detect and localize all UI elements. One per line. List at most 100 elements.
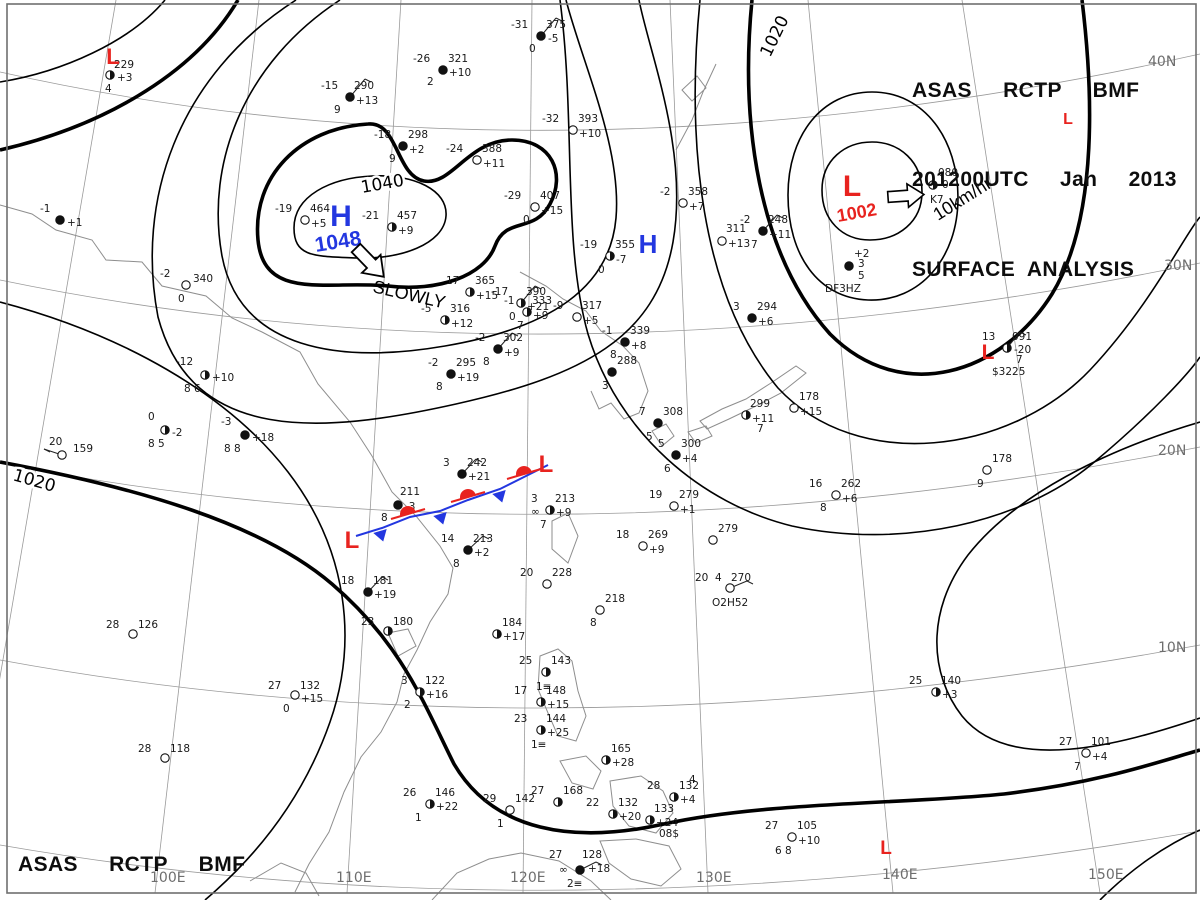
station-value: 144: [546, 713, 566, 725]
station-value: 316: [450, 303, 470, 315]
station-circle: [345, 92, 355, 102]
station-value: 27: [1059, 736, 1072, 748]
coast-taiwan: [551, 512, 579, 564]
station-value: -2: [475, 332, 485, 344]
map-frame: [6, 3, 1197, 894]
station-value: -21: [362, 210, 379, 222]
station-value: 2: [427, 76, 434, 88]
station-circle: [572, 312, 582, 322]
station-value: 8: [590, 617, 597, 629]
isobar: [151, 0, 678, 424]
station-circle: [446, 369, 456, 379]
station-circle-half: [388, 626, 393, 636]
parallel-line: [0, 446, 1200, 515]
longitude-label: 150E: [1088, 867, 1124, 883]
station-value: 7: [757, 423, 764, 435]
station-value: 262: [841, 478, 861, 490]
chart-title-top: ASAS RCTP BMF 201200UTC Jan 2013 SURFACE…: [912, 16, 1177, 344]
station-circle-half: [674, 792, 679, 802]
station-value: 5: [858, 270, 865, 282]
station-plot: 3 213 +9 ∞7: [531, 493, 575, 531]
station-value: 27: [549, 849, 562, 861]
isobar-value-label: 1020: [757, 13, 794, 61]
station-value: 248: [768, 214, 788, 226]
isobar: [217, 0, 618, 354]
station-circle: [671, 450, 681, 460]
station-value: 148: [546, 685, 566, 697]
station-plot: 29 142 1: [483, 793, 535, 830]
coastlines: [0, 63, 807, 900]
station-value: 0: [529, 43, 536, 55]
station-plot: -26 321 +10 2: [413, 53, 471, 88]
station-value: ∞: [559, 864, 568, 876]
station-value: +13: [728, 238, 750, 250]
station-circle-half: [392, 222, 397, 232]
station-value: 080: [938, 167, 958, 179]
station-plot: 0 -2 8 5: [148, 411, 182, 450]
low-pressure-mark: L: [982, 341, 995, 364]
station-circle-half: [497, 629, 502, 639]
station-plot: 13 091-207$3225: [982, 331, 1032, 378]
station-value: 4: [105, 83, 112, 95]
station-value: +20: [619, 811, 641, 823]
station-value: 7: [1016, 354, 1023, 366]
station-value: +5: [583, 315, 598, 327]
isobar-1040: [255, 122, 559, 290]
station-circle: [678, 198, 688, 208]
station-value: 7: [540, 519, 547, 531]
station-circle-half: [521, 298, 526, 308]
station-value: 17: [514, 685, 527, 697]
station-circle-half: [470, 287, 475, 297]
station-circle: [472, 155, 482, 165]
station-circle: [530, 202, 540, 212]
station-value: 339: [630, 325, 650, 337]
station-value: ∞: [531, 506, 540, 518]
station-value: -1: [504, 295, 514, 307]
station-plot: -15 290 +13 9: [321, 78, 378, 116]
longitude-label: 100E: [150, 870, 186, 886]
station-circle: [393, 500, 403, 510]
station-circle: [398, 141, 408, 151]
title-line-1: ASAS RCTP BMF: [18, 852, 246, 876]
station-circle: [1081, 748, 1091, 758]
station-circle-half: [420, 687, 425, 697]
station-value: +15: [800, 406, 822, 418]
station-plot: -32 393 +10: [542, 113, 601, 140]
station-value: -26: [413, 53, 430, 65]
station-value: 3: [443, 457, 450, 469]
station-plot: 279: [708, 523, 738, 545]
longitude-label: 140E: [882, 867, 918, 883]
cold-front-pip: [492, 489, 506, 503]
center-pressure-value: 1002: [835, 199, 878, 226]
cold-front-pip: [433, 511, 447, 525]
station-value: 390: [526, 286, 546, 298]
station-value: +15: [541, 205, 563, 217]
station-value: +17: [503, 631, 525, 643]
station-circle: [493, 344, 503, 354]
station-circle: [725, 583, 735, 593]
station-value: 8: [610, 349, 617, 361]
station-value: 365: [475, 275, 495, 287]
latitude-label: 20N: [1158, 443, 1186, 459]
station-value: 6: [664, 463, 671, 475]
station-value: 407: [540, 190, 560, 202]
station-circle: [708, 535, 718, 545]
station-value: 218: [605, 593, 625, 605]
station-value: 25: [909, 675, 922, 687]
station-value: 3: [733, 301, 740, 313]
station-plot: 7 308 5: [639, 406, 683, 443]
station-value: 18: [616, 529, 629, 541]
isobar: [0, 301, 346, 900]
station-value: 128: [582, 849, 602, 861]
station-value: 28: [647, 780, 660, 792]
station-value: 298: [408, 129, 428, 141]
station-value: -24: [446, 143, 463, 155]
station-circle: [300, 215, 310, 225]
station-plot: -19 355 -7 0: [580, 239, 635, 276]
station-value: -12: [176, 356, 193, 368]
station-value: 388: [482, 143, 502, 155]
station-value: 2: [404, 699, 411, 711]
station-plot: 23 144 +251≡: [514, 713, 569, 751]
station-value: -2: [172, 427, 182, 439]
